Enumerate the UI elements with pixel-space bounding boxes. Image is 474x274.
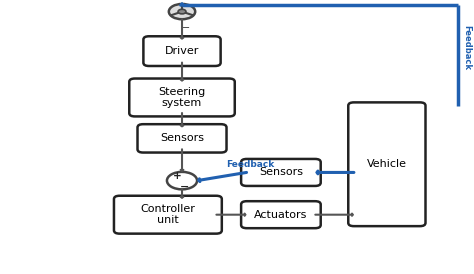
Text: Driver: Driver — [165, 46, 199, 56]
Text: Sensors: Sensors — [160, 133, 204, 143]
Circle shape — [167, 172, 197, 189]
Text: +: + — [173, 171, 182, 181]
Circle shape — [169, 4, 195, 19]
Circle shape — [178, 9, 186, 14]
FancyBboxPatch shape — [241, 201, 321, 228]
FancyBboxPatch shape — [114, 196, 222, 234]
Text: Controller
unit: Controller unit — [140, 204, 195, 226]
FancyBboxPatch shape — [348, 102, 426, 226]
Text: Vehicle: Vehicle — [367, 159, 407, 169]
FancyBboxPatch shape — [129, 79, 235, 116]
FancyBboxPatch shape — [137, 124, 227, 153]
Text: −: − — [182, 22, 190, 33]
Text: Sensors: Sensors — [259, 167, 303, 178]
Text: Actuators: Actuators — [254, 210, 308, 220]
Text: Feedback: Feedback — [226, 160, 274, 169]
Text: −: − — [180, 182, 190, 192]
FancyBboxPatch shape — [144, 36, 220, 66]
Text: Steering
system: Steering system — [158, 87, 206, 108]
FancyBboxPatch shape — [241, 159, 321, 186]
Text: Feedback: Feedback — [462, 25, 471, 70]
